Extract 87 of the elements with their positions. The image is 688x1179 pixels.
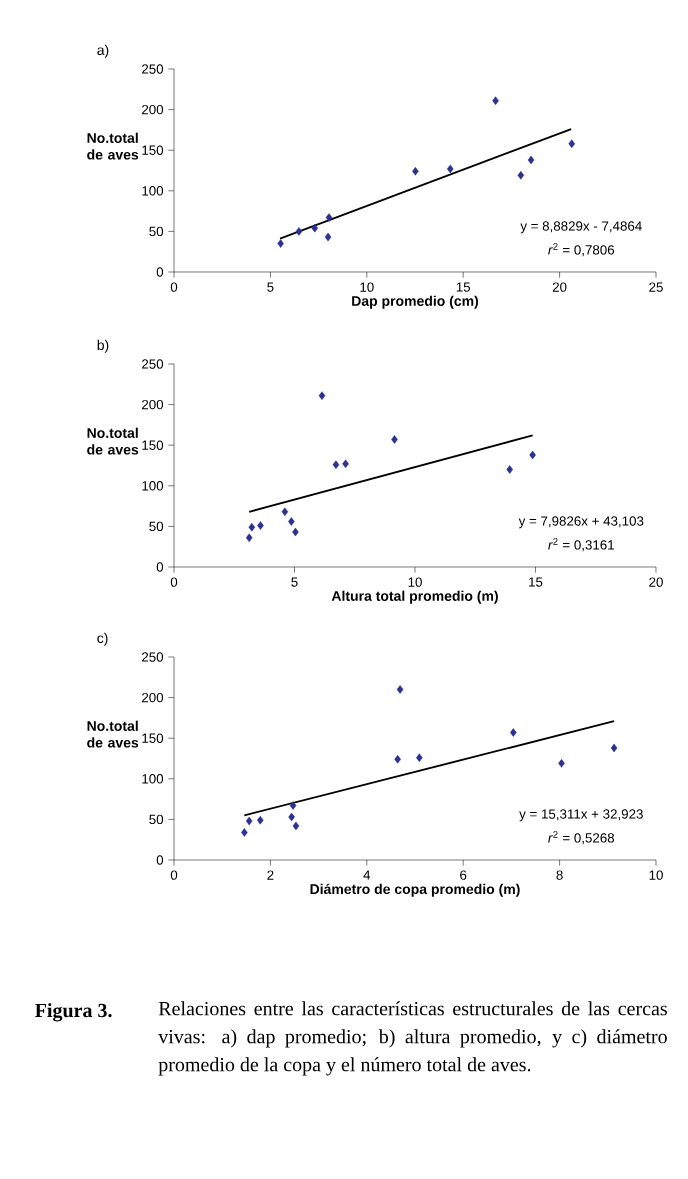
point (311, 223, 319, 233)
point (447, 164, 454, 174)
y-tick-label: 150 (142, 440, 164, 450)
point (416, 753, 423, 762)
point (257, 521, 264, 530)
point (506, 465, 513, 474)
point (342, 459, 349, 469)
y-tick-label: 0 (156, 267, 164, 277)
y-tick-label: 100 (142, 186, 164, 196)
chart-title: b) (97, 339, 109, 353)
point (325, 213, 333, 222)
x-tick-label: 20 (649, 577, 663, 587)
x-axis-title: Diámetro de copa promedio (m) (310, 883, 520, 897)
x-tick-label: 10 (649, 870, 663, 880)
point (318, 391, 326, 400)
y-tick-label: 250 (142, 652, 164, 662)
y-tick-label: 50 (149, 521, 164, 532)
x-tick-label: 10 (360, 282, 374, 292)
annotation: y = 7,9826x + 43,103 (518, 516, 644, 529)
point (394, 755, 401, 764)
point (241, 828, 248, 837)
point (332, 460, 340, 469)
point (245, 533, 253, 543)
point (510, 728, 517, 737)
y-axis-title: No.total de aves (87, 132, 139, 160)
x-tick-label: 0 (170, 870, 178, 880)
annotation: y = 8,8829x - 7,4864 (520, 221, 642, 234)
x-axis-title: Dap promedio (cm) (352, 295, 479, 309)
annotation: r$^{2}$ = 0,7806 (548, 243, 615, 257)
point (517, 171, 525, 180)
y-axis-title: No.total de aves (87, 720, 139, 748)
x-tick-label: 15 (456, 282, 471, 292)
point (527, 155, 535, 165)
text: Relaciones entre las características estructurales de las cercas vivas: a) dap promedio; b) altura promedio, y c) diámetro promedio de la copa y el número total de aves. (158, 1001, 667, 1076)
point (412, 167, 419, 176)
annotation: y = 15,311x + 32,923 (519, 809, 643, 822)
y-tick-label: 100 (142, 481, 164, 491)
y-tick-label: 250 (142, 359, 164, 369)
y-tick-label: 0 (156, 562, 164, 572)
point (396, 685, 404, 694)
y-tick-label: 50 (149, 814, 164, 825)
x-tick-label: 8 (556, 870, 563, 880)
x-tick-label: 4 (363, 870, 371, 880)
y-tick-label: 150 (142, 145, 164, 155)
y-tick-label: 50 (149, 226, 164, 237)
y-tick-label: 200 (142, 399, 164, 410)
point (492, 96, 499, 105)
y-tick-label: 200 (142, 692, 164, 703)
y-tick-label: 0 (156, 855, 164, 865)
point (277, 239, 284, 248)
x-tick-label: 0 (170, 577, 178, 587)
point (288, 812, 295, 822)
y-axis-title: No.total de aves (87, 427, 139, 455)
point (568, 139, 576, 148)
point (257, 815, 264, 825)
point (289, 801, 297, 810)
x-tick-label: 20 (552, 282, 567, 292)
point (324, 232, 332, 242)
chart-title: c) (97, 632, 108, 646)
x-tick-label: 6 (460, 870, 467, 880)
point (248, 522, 256, 532)
x-tick-label: 0 (170, 282, 178, 292)
x-tick-label: 10 (408, 577, 422, 587)
y-tick-label: 100 (142, 774, 164, 784)
point (529, 450, 536, 460)
x-tick-label: 25 (649, 282, 663, 292)
x-tick-label: 5 (267, 282, 274, 292)
point (292, 527, 299, 537)
point (292, 821, 300, 831)
x-tick-label: 15 (529, 577, 543, 587)
point (288, 517, 295, 526)
annotation: r$^{2}$ = 0,5268 (548, 831, 615, 845)
text: Figura 3. (35, 1003, 112, 1022)
y-tick-label: 150 (142, 733, 164, 743)
point (391, 435, 398, 444)
point (295, 227, 303, 236)
chart-title: a) (97, 44, 109, 58)
x-axis-title: Altura total promedio (m) (331, 590, 498, 604)
point (245, 816, 253, 826)
point (558, 759, 565, 768)
x-tick-label: 5 (291, 577, 298, 587)
y-tick-label: 200 (142, 104, 164, 115)
y-tick-label: 250 (142, 64, 164, 74)
point (281, 507, 289, 517)
annotation: r$^{2}$ = 0,3161 (548, 538, 614, 552)
x-tick-label: 2 (267, 870, 274, 880)
point (610, 743, 618, 753)
